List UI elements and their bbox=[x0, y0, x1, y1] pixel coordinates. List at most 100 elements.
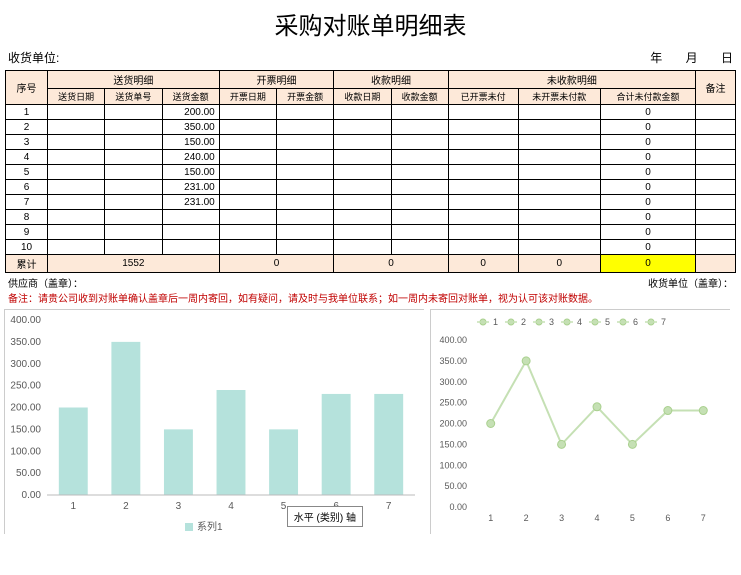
table-cell[interactable] bbox=[105, 120, 162, 135]
table-cell[interactable] bbox=[219, 165, 276, 180]
table-cell[interactable] bbox=[48, 150, 105, 165]
table-cell[interactable] bbox=[518, 210, 600, 225]
table-cell[interactable] bbox=[391, 135, 448, 150]
table-cell[interactable] bbox=[48, 210, 105, 225]
table-cell[interactable] bbox=[219, 135, 276, 150]
table-cell[interactable] bbox=[48, 240, 105, 255]
table-cell[interactable] bbox=[277, 240, 334, 255]
table-cell[interactable] bbox=[219, 240, 276, 255]
table-cell[interactable]: 200.00 bbox=[162, 105, 219, 120]
table-cell[interactable] bbox=[277, 105, 334, 120]
table-cell[interactable] bbox=[48, 225, 105, 240]
table-row[interactable]: 1 200.00 0 bbox=[6, 105, 736, 120]
table-cell[interactable] bbox=[219, 150, 276, 165]
table-cell[interactable] bbox=[277, 195, 334, 210]
table-cell[interactable]: 6 bbox=[6, 180, 48, 195]
table-cell[interactable] bbox=[518, 150, 600, 165]
table-cell[interactable] bbox=[48, 105, 105, 120]
table-cell[interactable] bbox=[448, 240, 518, 255]
table-cell[interactable]: 231.00 bbox=[162, 180, 219, 195]
table-cell[interactable] bbox=[105, 180, 162, 195]
bar-chart[interactable]: 0.0050.00100.00150.00200.00250.00300.003… bbox=[4, 309, 424, 534]
table-cell[interactable] bbox=[334, 195, 391, 210]
table-cell[interactable] bbox=[105, 240, 162, 255]
table-cell[interactable] bbox=[696, 135, 736, 150]
table-cell[interactable]: 0 bbox=[600, 225, 695, 240]
table-cell[interactable] bbox=[219, 180, 276, 195]
table-cell[interactable] bbox=[448, 195, 518, 210]
table-row[interactable]: 5150.000 bbox=[6, 165, 736, 180]
table-cell[interactable]: 5 bbox=[6, 165, 48, 180]
table-cell[interactable]: 350.00 bbox=[162, 120, 219, 135]
table-row[interactable]: 7 231.00 0 bbox=[6, 195, 736, 210]
table-cell[interactable] bbox=[219, 105, 276, 120]
table-cell[interactable] bbox=[696, 150, 736, 165]
table-cell[interactable] bbox=[696, 180, 736, 195]
table-cell[interactable] bbox=[334, 165, 391, 180]
table-cell[interactable] bbox=[277, 225, 334, 240]
table-cell[interactable] bbox=[105, 105, 162, 120]
table-cell[interactable] bbox=[48, 120, 105, 135]
table-cell[interactable] bbox=[105, 135, 162, 150]
table-cell[interactable] bbox=[105, 225, 162, 240]
table-cell[interactable] bbox=[48, 165, 105, 180]
table-row[interactable]: 4240.000 bbox=[6, 150, 736, 165]
table-cell[interactable] bbox=[334, 105, 391, 120]
table-cell[interactable] bbox=[277, 165, 334, 180]
table-cell[interactable] bbox=[518, 225, 600, 240]
table-cell[interactable] bbox=[48, 195, 105, 210]
table-cell[interactable] bbox=[277, 210, 334, 225]
table-cell[interactable]: 7 bbox=[6, 195, 48, 210]
table-cell[interactable]: 150.00 bbox=[162, 165, 219, 180]
table-cell[interactable] bbox=[391, 240, 448, 255]
table-cell[interactable] bbox=[391, 165, 448, 180]
table-cell[interactable]: 4 bbox=[6, 150, 48, 165]
table-cell[interactable]: 231.00 bbox=[162, 195, 219, 210]
reconciliation-table[interactable]: 序号 送货明细 开票明细 收款明细 未收款明细 备注 送货日期 送货单号 送货金… bbox=[5, 70, 736, 273]
line-chart[interactable]: 12345670.0050.00100.00150.00200.00250.00… bbox=[430, 309, 730, 534]
table-cell[interactable]: 0 bbox=[600, 195, 695, 210]
table-cell[interactable] bbox=[334, 180, 391, 195]
table-cell[interactable] bbox=[162, 210, 219, 225]
table-cell[interactable] bbox=[518, 135, 600, 150]
table-cell[interactable]: 0 bbox=[600, 120, 695, 135]
table-cell[interactable]: 0 bbox=[600, 240, 695, 255]
table-cell[interactable]: 240.00 bbox=[162, 150, 219, 165]
table-cell[interactable] bbox=[518, 105, 600, 120]
table-cell[interactable] bbox=[518, 180, 600, 195]
table-cell[interactable] bbox=[334, 240, 391, 255]
table-cell[interactable] bbox=[518, 240, 600, 255]
table-cell[interactable] bbox=[448, 135, 518, 150]
table-cell[interactable] bbox=[448, 210, 518, 225]
table-cell[interactable] bbox=[391, 210, 448, 225]
table-cell[interactable]: 2 bbox=[6, 120, 48, 135]
table-cell[interactable] bbox=[448, 150, 518, 165]
table-cell[interactable] bbox=[696, 120, 736, 135]
table-cell[interactable]: 1 bbox=[6, 105, 48, 120]
table-cell[interactable] bbox=[696, 240, 736, 255]
table-cell[interactable] bbox=[219, 120, 276, 135]
table-cell[interactable] bbox=[696, 210, 736, 225]
table-cell[interactable] bbox=[696, 195, 736, 210]
table-cell[interactable]: 0 bbox=[600, 105, 695, 120]
table-cell[interactable] bbox=[391, 105, 448, 120]
table-cell[interactable] bbox=[696, 105, 736, 120]
table-cell[interactable]: 9 bbox=[6, 225, 48, 240]
table-cell[interactable] bbox=[219, 225, 276, 240]
table-cell[interactable] bbox=[334, 135, 391, 150]
table-row[interactable]: 6 231.00 0 bbox=[6, 180, 736, 195]
table-cell[interactable] bbox=[391, 180, 448, 195]
table-cell[interactable] bbox=[391, 150, 448, 165]
table-cell[interactable] bbox=[518, 120, 600, 135]
table-cell[interactable] bbox=[277, 180, 334, 195]
table-cell[interactable] bbox=[696, 165, 736, 180]
table-row[interactable]: 3150.000 bbox=[6, 135, 736, 150]
table-cell[interactable] bbox=[219, 195, 276, 210]
table-cell[interactable]: 0 bbox=[600, 180, 695, 195]
table-cell[interactable] bbox=[334, 210, 391, 225]
table-cell[interactable] bbox=[48, 180, 105, 195]
table-cell[interactable] bbox=[219, 210, 276, 225]
table-cell[interactable] bbox=[448, 180, 518, 195]
table-row[interactable]: 90 bbox=[6, 225, 736, 240]
table-cell[interactable]: 10 bbox=[6, 240, 48, 255]
